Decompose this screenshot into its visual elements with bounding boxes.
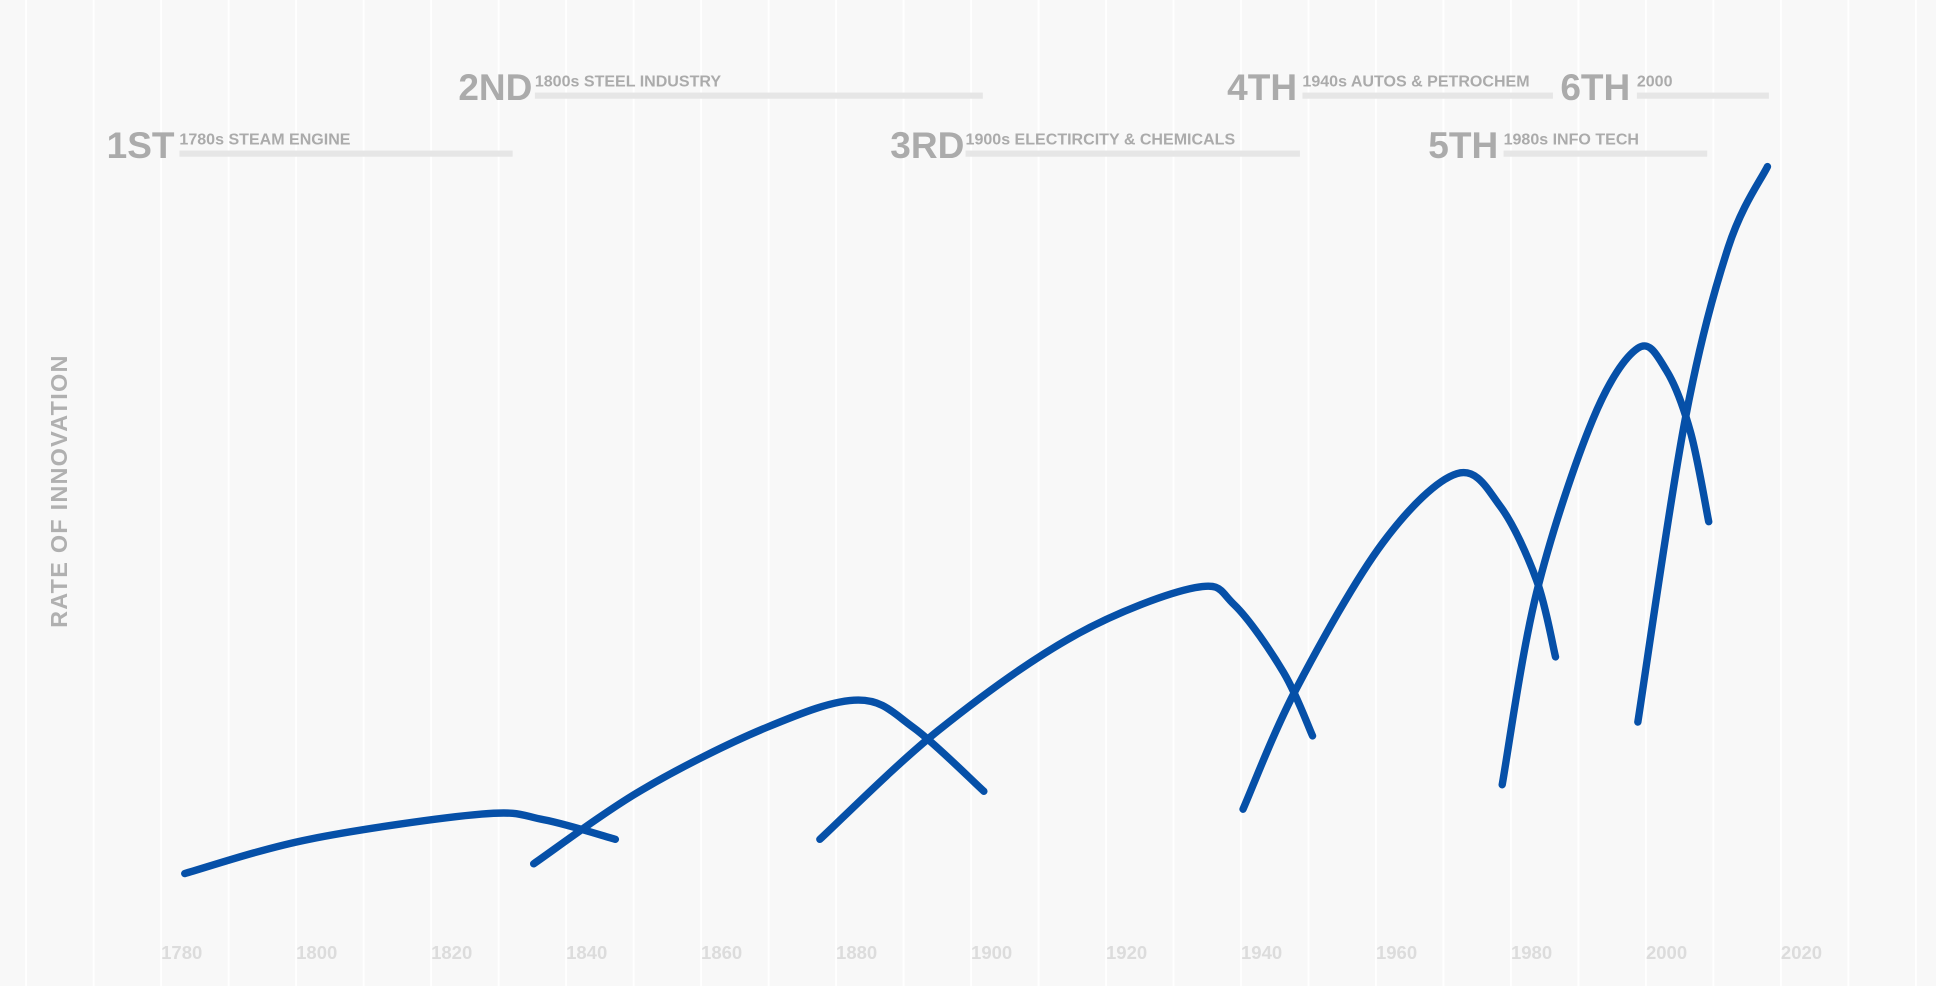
wave-ordinal: 1ST <box>107 124 175 166</box>
x-tick-label: 1880 <box>836 942 877 963</box>
series-line <box>1498 342 1713 789</box>
wave-label: 2000 <box>1637 72 1673 90</box>
x-tick-label: 1780 <box>161 942 202 963</box>
x-tick-label: 1840 <box>566 942 607 963</box>
wave-bar <box>1302 92 1553 99</box>
wave-ordinal: 2ND <box>458 66 532 108</box>
x-tick-label: 1960 <box>1376 942 1417 963</box>
wave-ordinal: 6TH <box>1560 66 1630 108</box>
x-tick-label: 2000 <box>1646 942 1687 963</box>
x-tick-label: 1940 <box>1241 942 1282 963</box>
wave-ordinal: 3RD <box>890 124 964 166</box>
x-tick-label: 2020 <box>1781 942 1822 963</box>
series-line <box>816 582 1317 844</box>
lines <box>181 162 1772 878</box>
wave-bar <box>1636 92 1769 99</box>
wave-bar <box>179 150 513 157</box>
x-tick-label: 1920 <box>1106 942 1147 963</box>
series-line <box>1239 468 1560 813</box>
wave-label: 1800s STEEL INDUSTRY <box>535 72 722 90</box>
wave-bar <box>1503 150 1708 157</box>
series-line <box>529 696 988 868</box>
wave-bar <box>534 92 983 99</box>
wave-label: 1940s AUTOS & PETROCHEM <box>1302 72 1529 90</box>
series-line <box>1634 162 1772 726</box>
wave-ordinal: 5TH <box>1428 124 1498 166</box>
wave-label: 1780s STEAM ENGINE <box>179 130 350 148</box>
wave-label: 1900s ELECTIRCITY & CHEMICALS <box>966 130 1236 148</box>
y-axis-label: RATE OF INNOVATION <box>46 354 72 628</box>
wave-label: 1980s INFO TECH <box>1504 130 1639 148</box>
x-tick-label: 1980 <box>1511 942 1552 963</box>
wave-bar <box>965 150 1300 157</box>
x-tick-label: 1900 <box>971 942 1012 963</box>
x-tick-label: 1820 <box>431 942 472 963</box>
grid: 1780 1800 1820 1840 1860 1880 1900 1920 1940 1960… <box>25 0 1917 986</box>
wave-ordinal: 4TH <box>1227 66 1297 108</box>
x-tick-label: 1860 <box>701 942 742 963</box>
series-line <box>181 809 620 878</box>
x-tick-label: 1800 <box>296 942 337 963</box>
wave-labels: 1ST 1780s STEAM ENGINE 2ND 1800s STEEL INDU… <box>107 66 1769 166</box>
